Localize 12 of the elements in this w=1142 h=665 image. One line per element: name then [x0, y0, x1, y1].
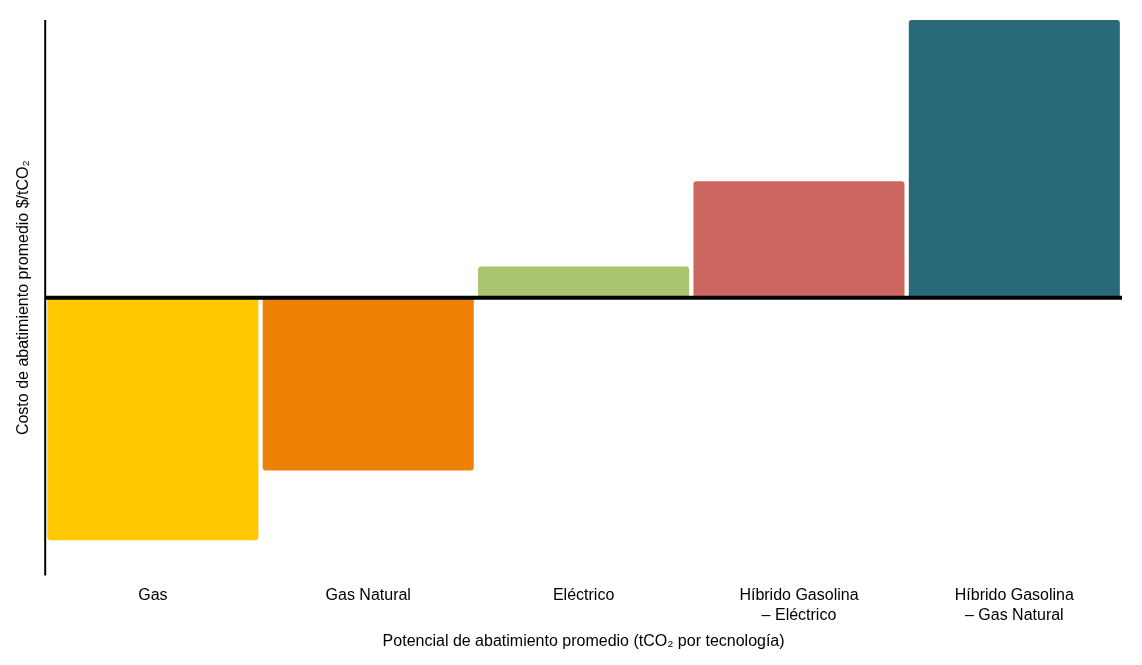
- x-tick-label: Híbrido Gasolina – Gas Natural: [954, 586, 1075, 623]
- x-tick-label: Híbrido Gasolina – Eléctrico: [739, 586, 859, 623]
- x-axis-title: Potencial de abatimiento promedio (tCO₂ por tecnología): [382, 631, 785, 649]
- x-tick-label: Gas Natural: [325, 586, 411, 604]
- x-tick-label: Gas: [138, 586, 168, 604]
- bar: [693, 181, 905, 298]
- bar: [478, 266, 690, 298]
- bar: [262, 297, 474, 471]
- bar: [47, 297, 259, 541]
- y-axis-title: Costo de abatimiento promedio $/tCO₂: [14, 160, 32, 436]
- x-tick-label: Eléctrico: [552, 586, 615, 604]
- bar: [908, 20, 1120, 298]
